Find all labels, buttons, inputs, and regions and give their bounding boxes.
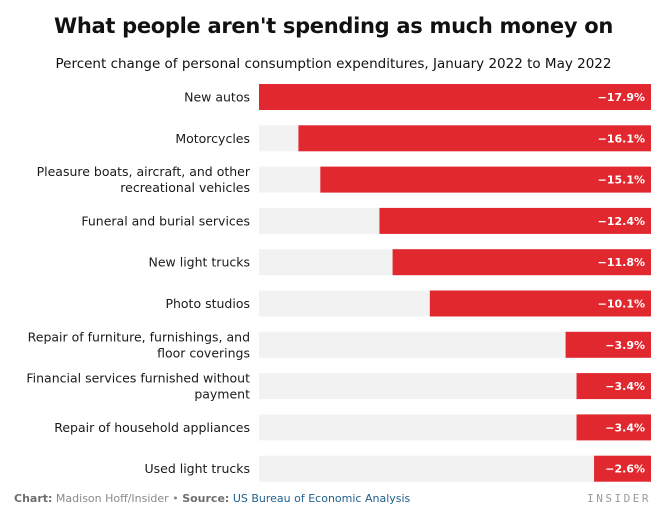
category-label-line: Used light trucks <box>144 461 250 476</box>
category-label-line: Funeral and burial services <box>81 213 250 228</box>
category-label: Photo studios <box>165 296 250 311</box>
bar <box>259 84 651 110</box>
bar <box>379 207 651 234</box>
source-link[interactable]: US Bureau of Economic Analysis <box>232 492 411 505</box>
category-label-line: Repair of furniture, furnishings, and <box>28 329 250 344</box>
data-label: −3.4% <box>605 421 645 434</box>
category-label-line: recreational vehicles <box>120 180 250 195</box>
category-label-line: Financial services furnished without <box>26 371 250 386</box>
insider-logo: INSIDER <box>587 492 651 505</box>
category-label-line: floor coverings <box>157 345 250 360</box>
bar <box>576 373 651 400</box>
category-label: Used light trucks <box>144 461 250 476</box>
category-label: Repair of household appliances <box>54 420 250 435</box>
category-label: Funeral and burial services <box>81 213 250 228</box>
bar <box>298 125 651 152</box>
chart-footer: Chart: Madison Hoff/Insider • Source: US… <box>14 492 410 505</box>
category-label-line: Motorcycles <box>175 131 250 146</box>
data-label: −15.1% <box>598 174 645 187</box>
chart-credit-label: Chart: <box>14 492 53 505</box>
category-label-line: Repair of household appliances <box>54 420 250 435</box>
category-label: Pleasure boats, aircraft, and other recre… <box>37 164 251 195</box>
category-label: New light trucks <box>148 255 250 270</box>
data-label: −12.4% <box>598 215 645 228</box>
category-label-line: New autos <box>184 90 250 105</box>
category-label-line: New light trucks <box>148 255 250 270</box>
chart-subtitle: Percent change of personal consumption e… <box>55 56 612 72</box>
category-label-line: payment <box>194 387 250 402</box>
category-label-line: Photo studios <box>165 296 250 311</box>
data-label: −3.9% <box>605 339 645 352</box>
data-label: −10.1% <box>598 298 645 311</box>
bar <box>320 166 651 193</box>
category-label: Repair of furniture, furnishings, and flo… <box>28 329 250 360</box>
data-label: −11.8% <box>598 256 645 269</box>
chart-author: Madison Hoff/Insider <box>55 492 169 505</box>
data-label: −3.4% <box>605 380 645 393</box>
bar <box>576 414 651 441</box>
bar <box>565 331 651 358</box>
data-label: −17.9% <box>598 91 645 104</box>
bar <box>429 290 651 317</box>
data-label: −2.6% <box>605 463 645 476</box>
bar <box>392 249 651 276</box>
footer-separator: • <box>172 492 179 505</box>
bar-track <box>259 455 651 482</box>
category-label-line: Pleasure boats, aircraft, and other <box>37 164 251 179</box>
source-label: Source: <box>182 492 230 505</box>
category-label: New autos <box>184 90 250 105</box>
chart-title: What people aren't spending as much mone… <box>53 14 614 38</box>
data-label: −16.1% <box>598 132 645 145</box>
category-label: Motorcycles <box>175 131 250 146</box>
category-label: Financial services furnished without paym… <box>26 371 250 402</box>
bar <box>594 455 651 482</box>
